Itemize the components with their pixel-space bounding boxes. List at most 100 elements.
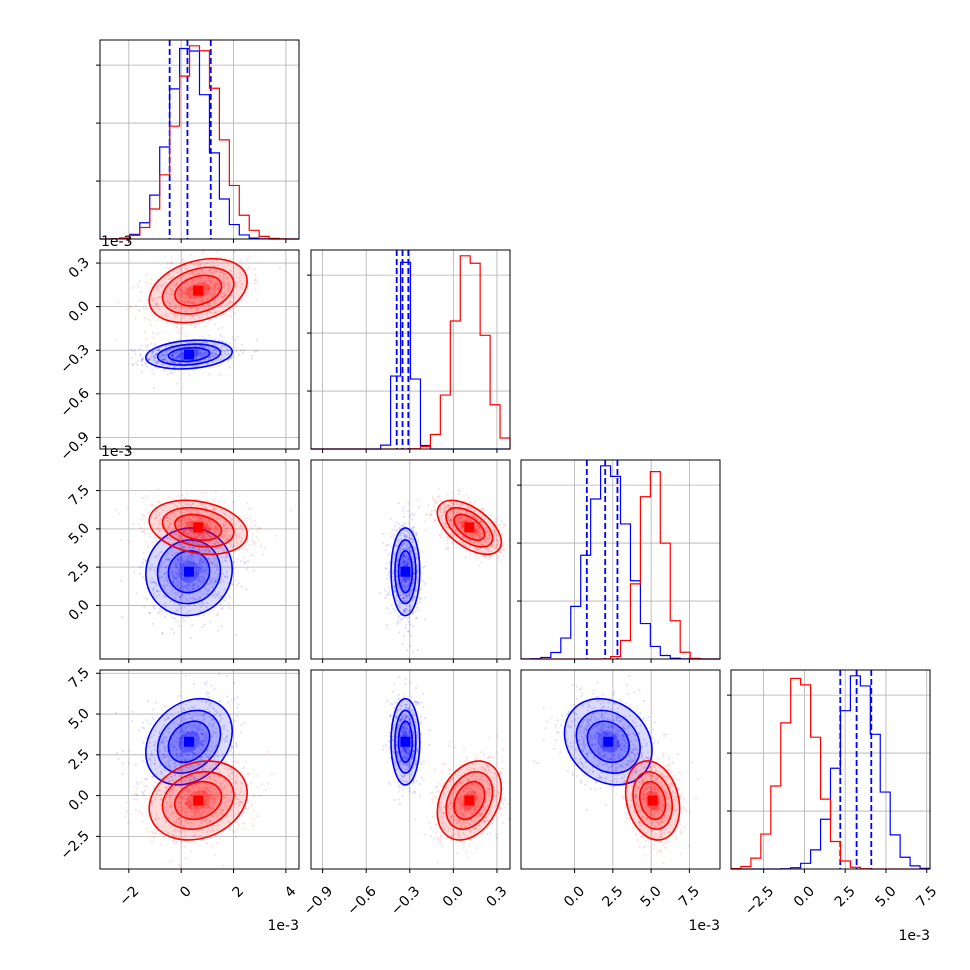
scatter-point bbox=[188, 300, 191, 304]
scatter-point bbox=[213, 348, 216, 351]
scatter-point bbox=[473, 530, 477, 533]
scatter-point bbox=[181, 300, 185, 303]
scatter-point bbox=[234, 579, 237, 582]
scatter-point bbox=[203, 571, 206, 574]
scatter-point bbox=[184, 597, 188, 600]
scatter-point bbox=[458, 526, 461, 529]
scatter-point bbox=[444, 505, 447, 508]
scatter-point bbox=[213, 517, 216, 520]
scatter-point bbox=[195, 348, 199, 352]
scatter-point bbox=[228, 534, 231, 537]
scatter-point bbox=[234, 338, 237, 341]
scatter-point bbox=[153, 586, 156, 589]
scatter-point bbox=[229, 749, 233, 752]
scatter-point bbox=[181, 535, 184, 538]
scatter-point bbox=[476, 523, 479, 527]
scatter-point bbox=[206, 517, 209, 521]
scatter-point bbox=[187, 292, 190, 295]
scatter-point bbox=[444, 547, 447, 550]
scatter-point bbox=[142, 307, 145, 310]
scatter-point bbox=[487, 554, 490, 558]
scatter-point bbox=[188, 524, 191, 527]
scatter-point bbox=[183, 555, 186, 559]
scatter-point bbox=[403, 609, 406, 613]
scatter-point bbox=[477, 525, 481, 528]
scatter-point bbox=[181, 537, 185, 540]
scatter-point bbox=[210, 267, 213, 270]
scatter-point bbox=[153, 569, 156, 572]
scatter-point bbox=[157, 519, 160, 523]
scatter-point bbox=[148, 535, 151, 538]
scatter-point bbox=[175, 355, 178, 358]
scatter-point bbox=[229, 535, 232, 538]
scatter-point bbox=[176, 351, 179, 354]
scatter-point bbox=[407, 630, 410, 633]
scatter-point bbox=[191, 306, 194, 309]
scatter-point bbox=[405, 535, 409, 538]
scatter-point bbox=[415, 585, 418, 588]
scatter-point bbox=[161, 358, 165, 362]
scatter-point bbox=[204, 521, 208, 524]
scatter-point bbox=[188, 297, 191, 300]
scatter-point bbox=[133, 571, 136, 574]
scatter-point bbox=[180, 358, 184, 362]
scatter-point bbox=[227, 286, 230, 289]
histogram-panel-3 bbox=[730, 669, 931, 870]
scatter-point bbox=[224, 352, 227, 355]
scatter-point bbox=[250, 554, 253, 557]
scatter-point bbox=[252, 569, 256, 572]
scatter-point bbox=[439, 508, 442, 511]
scatter-point bbox=[181, 573, 184, 576]
scatter-point bbox=[182, 562, 185, 565]
scatter-point bbox=[181, 290, 184, 294]
scatter-point bbox=[195, 349, 198, 353]
scatter-point bbox=[247, 507, 250, 510]
scatter-point bbox=[189, 553, 192, 556]
scatter-point bbox=[233, 523, 236, 526]
scatter-point bbox=[407, 537, 410, 540]
scatter-point bbox=[410, 527, 413, 530]
scatter-point bbox=[170, 627, 173, 631]
scatter-point bbox=[149, 355, 153, 358]
scatter-point bbox=[241, 283, 245, 286]
scatter-point bbox=[491, 524, 495, 528]
scatter-point bbox=[233, 719, 236, 723]
scatter-point bbox=[204, 352, 207, 355]
scatter-point bbox=[171, 497, 174, 501]
scatter-point bbox=[121, 749, 124, 753]
histogram-red-p0 bbox=[99, 45, 300, 240]
scatter-point bbox=[392, 586, 395, 589]
scatter-point bbox=[188, 509, 191, 513]
scatter-point bbox=[207, 287, 211, 290]
scatter-point bbox=[391, 528, 394, 531]
scatter-point bbox=[405, 604, 408, 607]
scatter-point bbox=[176, 357, 179, 361]
scatter-point bbox=[139, 353, 142, 356]
scatter-point bbox=[133, 348, 136, 351]
scatter-point bbox=[213, 528, 216, 531]
scatter-point bbox=[200, 576, 203, 579]
scatter-point bbox=[203, 543, 206, 546]
scatter-point bbox=[150, 577, 154, 580]
scatter-point bbox=[163, 355, 167, 359]
scatter-point bbox=[387, 586, 390, 589]
scatter-point bbox=[144, 559, 147, 563]
scatter-point bbox=[255, 280, 259, 283]
panel-frame-2-0 bbox=[99, 459, 300, 660]
scatter-point bbox=[180, 349, 183, 352]
scatter-point bbox=[395, 622, 399, 626]
scatter-point bbox=[155, 582, 158, 585]
scatter-point bbox=[205, 572, 208, 575]
scatter-point bbox=[185, 297, 188, 300]
scatter-point bbox=[175, 575, 178, 578]
scatter-point bbox=[400, 581, 403, 584]
scatter-point bbox=[197, 532, 200, 535]
scatter-point bbox=[190, 309, 193, 312]
scatter-point bbox=[191, 296, 194, 300]
scatter-point bbox=[158, 349, 161, 353]
scatter-point bbox=[192, 584, 195, 587]
scatter-point bbox=[220, 313, 224, 316]
scatter-point bbox=[229, 543, 232, 546]
scatter-point bbox=[386, 607, 389, 610]
